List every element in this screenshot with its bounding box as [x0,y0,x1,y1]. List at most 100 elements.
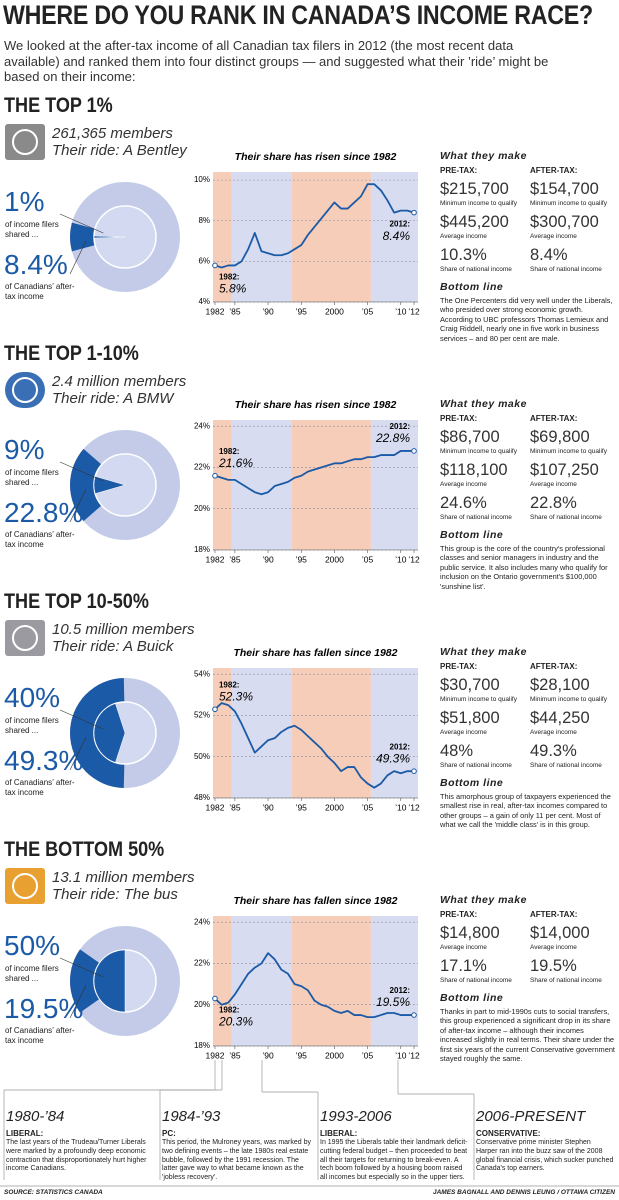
income-caption: Minimum income to qualify [440,200,517,207]
x-tick-label: ’90 [262,554,274,564]
annotation-label: 1982: [219,447,239,456]
annotation-value: 21.6% [218,456,253,470]
annotation-value: 8.4% [383,229,411,243]
y-tick-label: 10% [194,175,210,184]
income-value: $14,000 [530,924,590,942]
members: 2.4 million members [52,373,187,390]
income-caption: Average income [440,233,487,240]
annotation-label: 2012: [390,742,410,751]
annotation-label: 1982: [219,680,239,689]
what-they-make: What they make [440,894,527,906]
x-tick-label: ’90 [262,802,274,812]
intro: We looked at the after-tax income of all… [4,38,549,84]
income-value: $300,700 [530,213,599,231]
column-label: AFTER-TAX: [530,414,578,423]
bottom-line-text: The One Percenters did very well under t… [440,296,613,343]
pie-pointer [69,240,87,275]
y-tick-label: 50% [194,752,210,761]
annotation-label: 1982: [219,1006,239,1015]
annotation-dot [212,706,218,713]
x-tick-label: 1982 [206,802,225,812]
chart-title: Their share has risen since 1982 [235,399,397,411]
pie-pointer [59,957,104,978]
income-value: $215,700 [440,180,509,198]
y-tick-label: 52% [194,711,210,720]
pie-pointer [59,461,104,482]
x-tick-label: ’90 [262,1050,274,1060]
income-value: 49.3% [530,742,577,760]
income-caption: Minimum income to qualify [440,448,517,455]
era-period: 1993-2006 [320,1108,392,1125]
x-tick-label: ’05 [362,554,374,564]
bottom-line-title: Bottom line [440,992,504,1004]
ride-icon [5,620,45,656]
x-tick-label: ’90 [262,306,274,316]
ride-icon-detail [12,129,38,155]
era-text: Conservative prime minister Stephen Harp… [476,1139,614,1173]
income-value: 19.5% [530,957,577,975]
pie-value-label: 40% [4,682,61,713]
era-period: 1984-’93 [162,1108,221,1125]
x-tick-label: ’10 [395,802,407,812]
income-value: $14,800 [440,924,500,942]
era-party: LIBERAL: [6,1129,44,1138]
era-band [213,916,232,1046]
era-band [291,668,371,798]
y-tick-label: 18% [194,545,210,554]
era-party: LIBERAL: [320,1129,358,1138]
income-caption: Average income [530,481,577,488]
annotation-label: 2012: [390,986,410,995]
pie-value-label: 1% [4,186,45,217]
annotation-label: 2012: [390,422,410,431]
y-tick-label: 18% [194,1041,210,1050]
x-tick-label: ’12 [408,554,420,564]
what-they-make: What they make [440,398,527,410]
era-band [231,916,292,1046]
pie-caption: of income filers shared ... [5,964,59,983]
y-tick-label: 8% [198,216,210,225]
members: 10.5 million members [52,621,195,638]
pie-value-label: 50% [4,930,61,961]
income-value: $86,700 [440,428,500,446]
era-band [370,668,418,798]
income-value: 24.6% [440,494,487,512]
ride: Their ride: The bus [52,886,178,903]
income-caption: Share of national income [440,514,512,521]
pie-wedge [93,703,126,763]
y-tick-label: 4% [198,297,210,306]
income-caption: Share of national income [530,977,602,984]
chart-title: Their share has fallen since 1982 [233,647,397,659]
column-label: PRE-TAX: [440,166,478,175]
line-series [214,183,415,269]
pie-caption: of Canadians’ after-tax income [5,530,75,549]
pie-value-label: 19.5% [4,993,84,1024]
x-tick-label: ’10 [395,306,407,316]
annotation-dot [411,768,417,774]
ride-icon-detail [12,625,38,651]
pie-caption: of income filers shared ... [5,716,59,735]
ride-icon [5,868,45,904]
pie-value-label: 8.4% [4,249,68,280]
column-label: PRE-TAX: [440,414,478,423]
chart-title: Their share has fallen since 1982 [233,895,397,907]
annotation-dot [411,1012,417,1018]
bottom-line-title: Bottom line [440,777,504,789]
era-period: 2006-PRESENT [476,1108,586,1125]
pie-value-label: 22.8% [4,497,84,528]
x-tick-label: 2000 [325,802,344,812]
x-tick-label: ’12 [408,802,420,812]
column-label: AFTER-TAX: [530,166,578,175]
era-band [291,172,371,302]
source: SOURCE: STATISTICS CANADA [4,1189,103,1196]
ride: Their ride: A BMW [52,390,174,407]
line-series [214,952,415,1019]
income-value: $69,800 [530,428,590,446]
income-caption: Share of national income [440,762,512,769]
bottom-line-text: Thanks in part to mid-1990s cuts to soci… [440,1007,615,1064]
income-caption: Minimum income to qualify [530,696,607,703]
income-caption: Minimum income to qualify [530,200,607,207]
income-value: $30,700 [440,676,500,694]
x-tick-label: ’95 [296,1050,308,1060]
income-caption: Average income [440,481,487,488]
